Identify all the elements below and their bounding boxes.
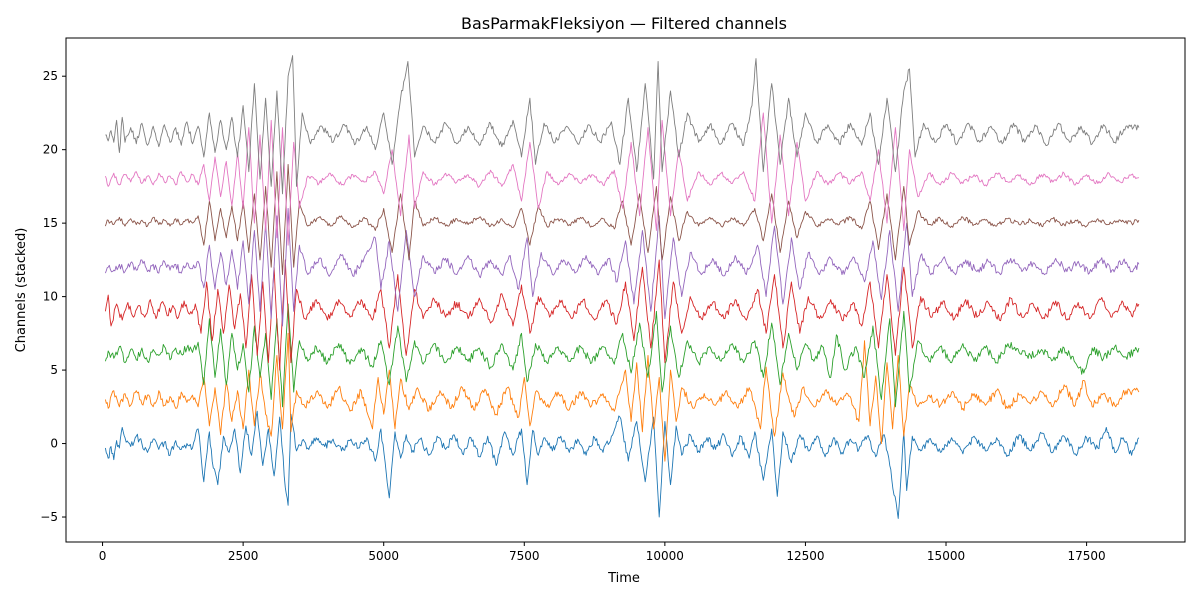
chart-title: BasParmakFleksiyon — Filtered channels: [461, 14, 787, 33]
plot-frame: [65, 37, 1186, 543]
x-tick-label: 7500: [509, 549, 540, 563]
channel-trace-2: [104, 332, 1140, 462]
y-axis-label: Channels (stacked): [14, 228, 29, 353]
y-tick-label: 0: [50, 437, 58, 451]
y-tick-label: 25: [43, 69, 58, 83]
y-tick-label: −5: [40, 510, 58, 524]
x-tick-label: 10000: [646, 549, 684, 563]
x-tick-label: 12500: [786, 549, 824, 563]
y-tick-label: 20: [43, 143, 58, 157]
traces-group: [104, 55, 1140, 519]
channel-trace-1: [104, 410, 1140, 519]
y-tick-label: 15: [43, 216, 58, 230]
channel-trace-3: [104, 303, 1140, 408]
channel-trace-6: [104, 163, 1140, 276]
x-axis: 0 2500 5000 7500 10000 12500 15000 17500: [99, 542, 1106, 563]
x-tick-label: 15000: [927, 549, 965, 563]
channel-trace-8: [105, 55, 1140, 195]
x-tick-label: 5000: [368, 549, 399, 563]
y-tick-label: 10: [43, 290, 58, 304]
channel-trace-5: [104, 207, 1140, 327]
channel-trace-4: [104, 259, 1140, 371]
y-axis: −5 0 5 10 15 20 25: [40, 69, 66, 524]
x-tick-label: 17500: [1068, 549, 1106, 563]
x-tick-label: 0: [99, 549, 107, 563]
channel-trace-7: [104, 112, 1140, 246]
y-tick-label: 5: [50, 363, 58, 377]
x-axis-label: Time: [607, 571, 640, 586]
x-tick-label: 2500: [228, 549, 259, 563]
